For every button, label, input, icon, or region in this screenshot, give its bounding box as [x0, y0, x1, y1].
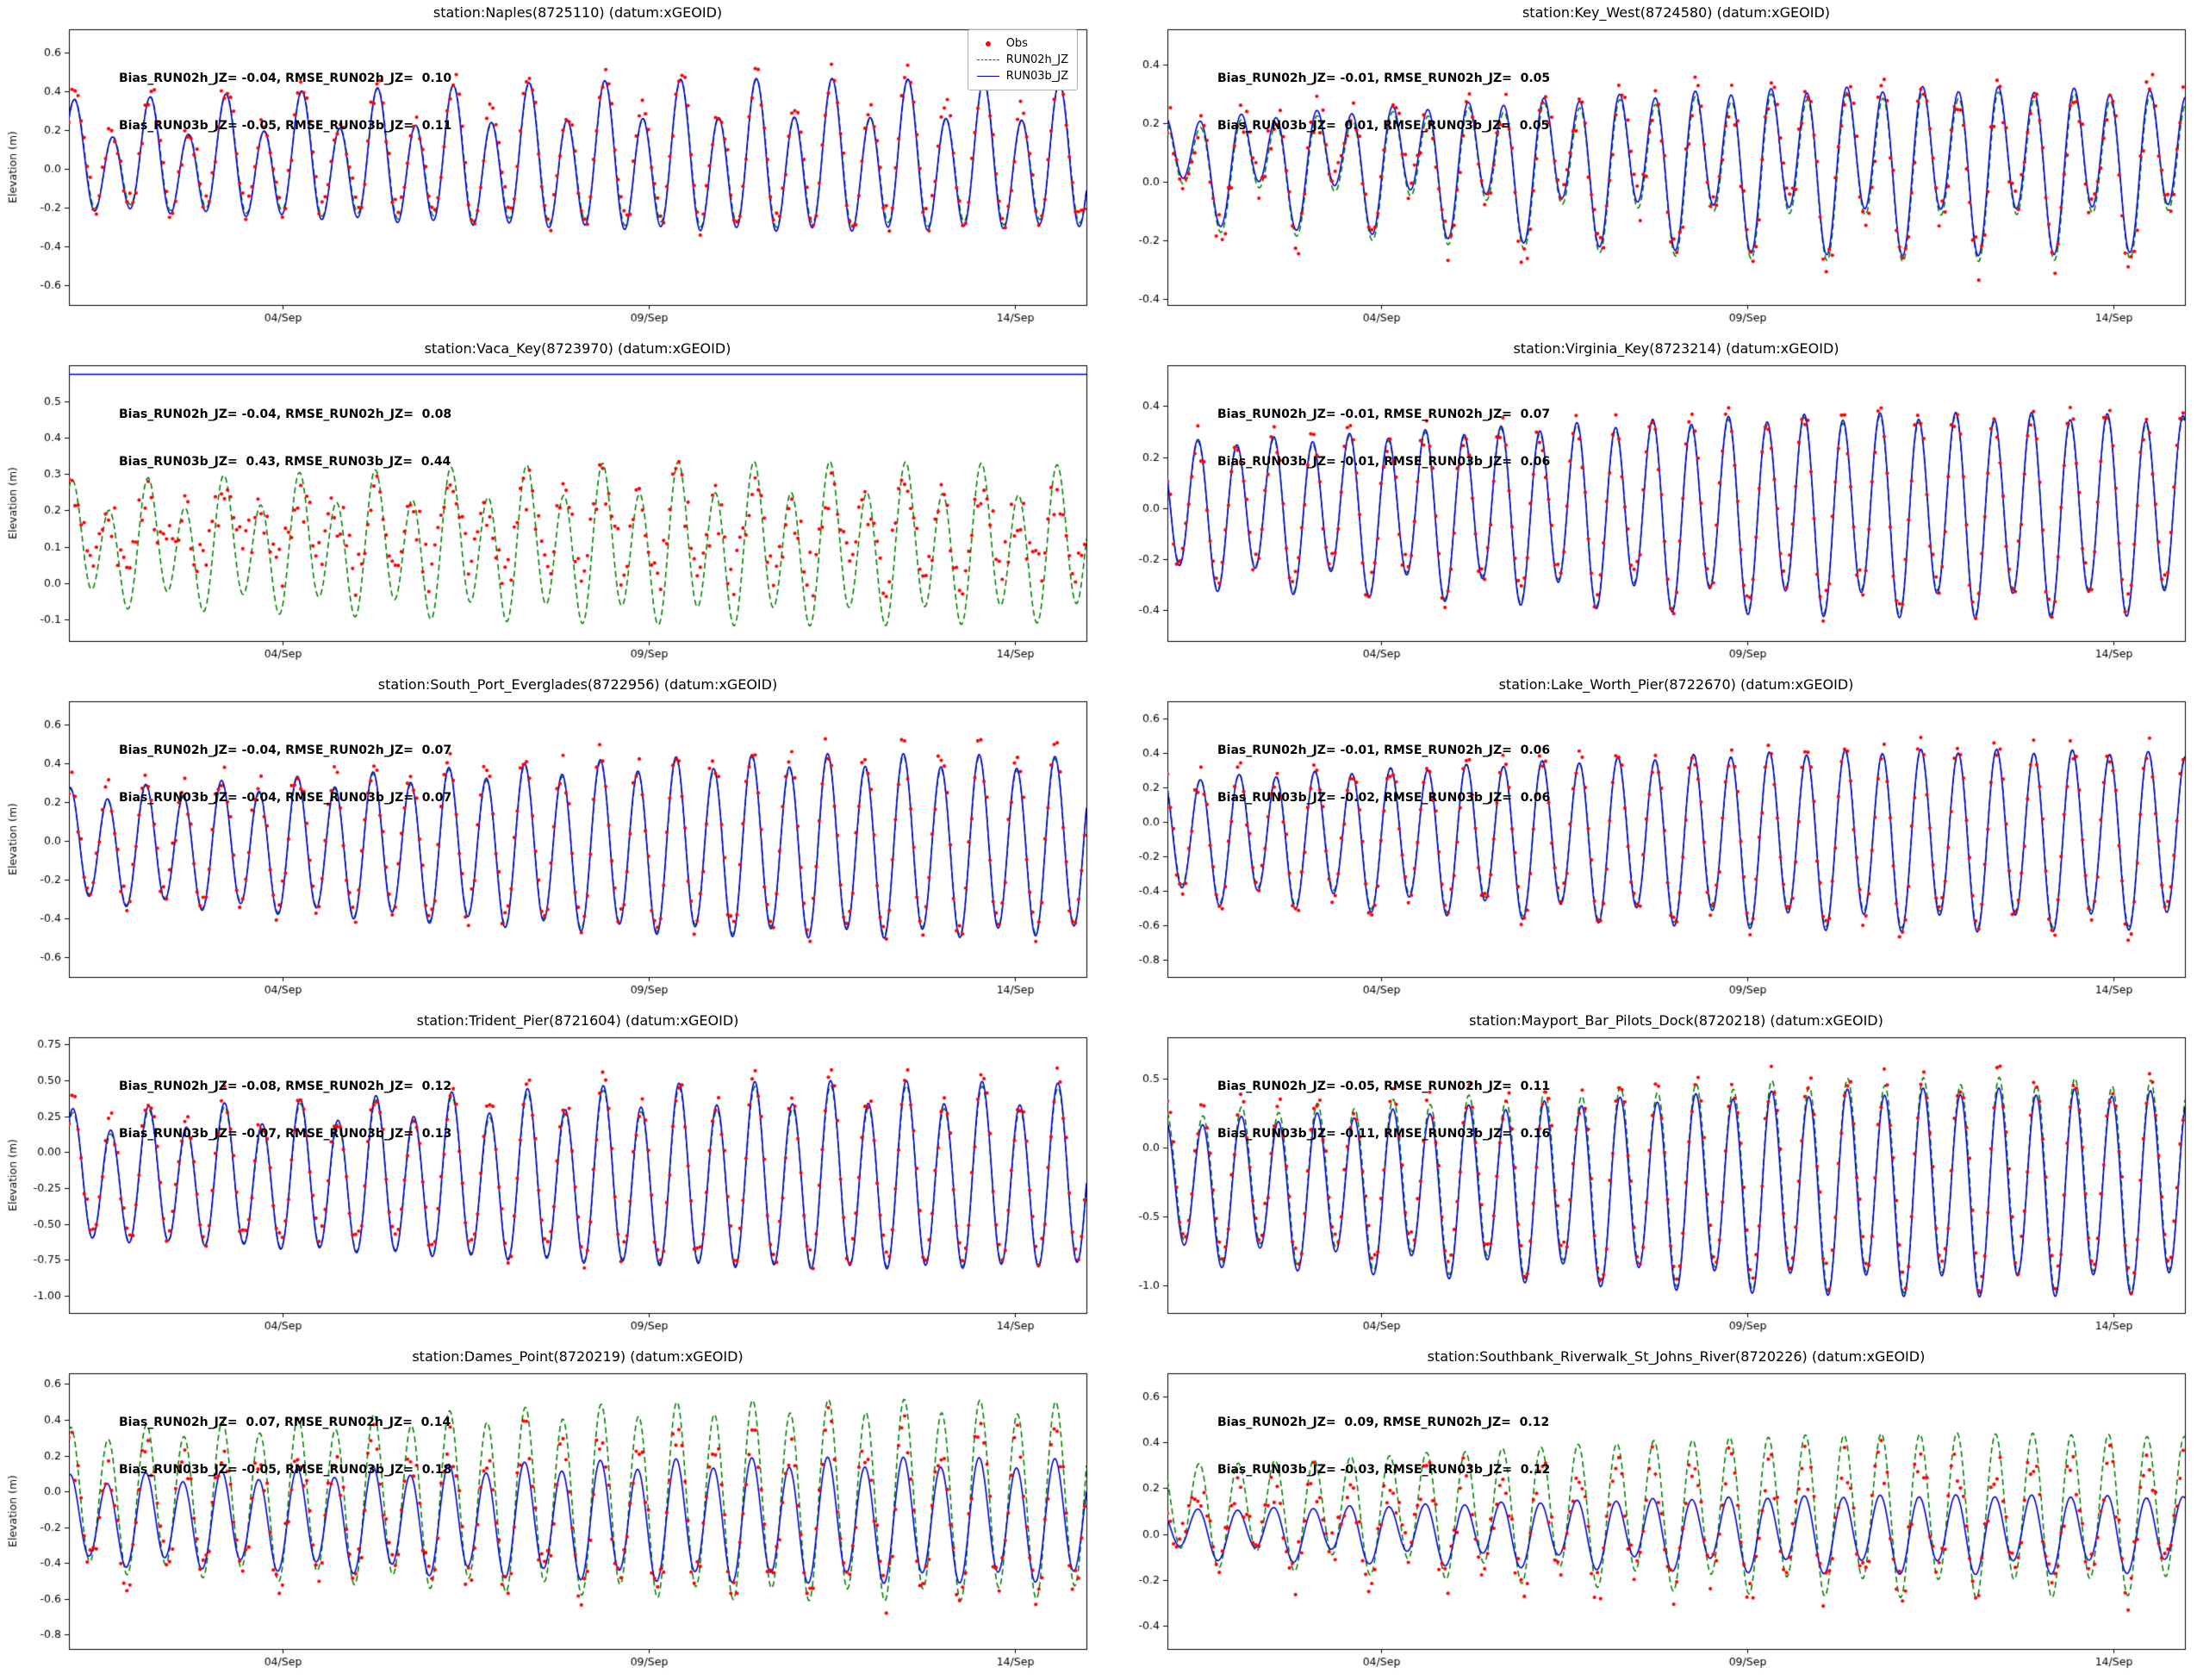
- annotation-line-1: Bias_RUN02h_JZ= -0.01, RMSE_RUN02h_JZ= 0…: [1217, 744, 1551, 758]
- bias-rmse-annotation: Bias_RUN02h_JZ= 0.09, RMSE_RUN02h_JZ= 0.…: [1217, 1384, 1550, 1509]
- bias-rmse-annotation: Bias_RUN02h_JZ= -0.04, RMSE_RUN02h_JZ= 0…: [119, 712, 451, 837]
- chart-panel-south-port-everglades: station:South_Port_Everglades(8722956) (…: [0, 672, 1098, 1008]
- solid-line-icon: [976, 76, 999, 77]
- plot-canvas: [0, 1032, 1098, 1344]
- chart-panel-lake-worth-pier: station:Lake_Worth_Pier(8722670) (datum:…: [1098, 672, 2197, 1008]
- annotation-line-1: Bias_RUN02h_JZ= -0.04, RMSE_RUN02h_JZ= 0…: [119, 408, 452, 422]
- annotation-line-1: Bias_RUN02h_JZ= -0.05, RMSE_RUN02h_JZ= 0…: [1217, 1080, 1551, 1094]
- legend-label: Obs: [1005, 37, 1028, 50]
- dashed-line-icon: [976, 59, 999, 60]
- bias-rmse-annotation: Bias_RUN02h_JZ= -0.01, RMSE_RUN02h_JZ= 0…: [1217, 40, 1550, 165]
- annotation-line-2: Bias_RUN03b_JZ= -0.01, RMSE_RUN03b_JZ= 0…: [1217, 454, 1551, 469]
- annotation-line-1: Bias_RUN02h_JZ= -0.01, RMSE_RUN02h_JZ= 0…: [1217, 408, 1551, 422]
- chart-title: station:Virginia_Key(8723214) (datum:xGE…: [1513, 340, 1839, 357]
- plot-canvas: [0, 696, 1098, 1008]
- bias-rmse-annotation: Bias_RUN02h_JZ= -0.01, RMSE_RUN02h_JZ= 0…: [1217, 376, 1550, 501]
- annotation-line-1: Bias_RUN02h_JZ= -0.04, RMSE_RUN02h_JZ= 0…: [119, 744, 452, 758]
- chart-title: station:Southbank_Riverwalk_St_Johns_Riv…: [1427, 1348, 1926, 1365]
- chart-title: station:Naples(8725110) (datum:xGEOID): [433, 4, 723, 21]
- bias-rmse-annotation: Bias_RUN02h_JZ= -0.04, RMSE_RUN02h_JZ= 0…: [119, 376, 451, 501]
- annotation-line-2: Bias_RUN03b_JZ= -0.02, RMSE_RUN03b_JZ= 0…: [1217, 790, 1551, 805]
- annotation-line-2: Bias_RUN03b_JZ= -0.05, RMSE_RUN03b_JZ= 0…: [119, 1462, 452, 1477]
- legend-item-run03b: RUN03b_JZ: [976, 68, 1068, 84]
- chart-panel-key-west: station:Key_West(8724580) (datum:xGEOID)…: [1098, 0, 2197, 336]
- chart-panel-mayport-bar-pilots-dock: station:Mayport_Bar_Pilots_Dock(8720218)…: [1098, 1008, 2197, 1344]
- chart-title: station:Lake_Worth_Pier(8722670) (datum:…: [1498, 676, 1854, 693]
- chart-panel-southbank-riverwalk: station:Southbank_Riverwalk_St_Johns_Riv…: [1098, 1344, 2197, 1680]
- legend-item-run02h: RUN02h_JZ: [976, 52, 1068, 68]
- plot-canvas: [1098, 1368, 2197, 1680]
- bias-rmse-annotation: Bias_RUN02h_JZ= 0.07, RMSE_RUN02h_JZ= 0.…: [119, 1384, 451, 1509]
- obs-marker-icon: [977, 40, 999, 47]
- annotation-line-1: Bias_RUN02h_JZ= -0.04, RMSE_RUN02h_JZ= 0…: [119, 72, 452, 86]
- plot-canvas: [1098, 1032, 2197, 1344]
- annotation-line-1: Bias_RUN02h_JZ= -0.08, RMSE_RUN02h_JZ= 0…: [119, 1080, 452, 1094]
- chart-title: station:South_Port_Everglades(8722956) (…: [377, 676, 778, 693]
- chart-panel-naples: station:Naples(8725110) (datum:xGEOID) B…: [0, 0, 1098, 336]
- legend: Obs RUN02h_JZ RUN03b_JZ: [967, 29, 1078, 90]
- chart-panel-dames-point: station:Dames_Point(8720219) (datum:xGEO…: [0, 1344, 1098, 1680]
- bias-rmse-annotation: Bias_RUN02h_JZ= -0.05, RMSE_RUN02h_JZ= 0…: [1217, 1048, 1550, 1173]
- plot-canvas: [0, 1368, 1098, 1680]
- annotation-line-2: Bias_RUN03b_JZ= -0.05, RMSE_RUN03b_JZ= 0…: [119, 118, 452, 133]
- bias-rmse-annotation: Bias_RUN02h_JZ= -0.04, RMSE_RUN02h_JZ= 0…: [119, 40, 451, 165]
- annotation-line-1: Bias_RUN02h_JZ= 0.09, RMSE_RUN02h_JZ= 0.…: [1217, 1416, 1550, 1430]
- plot-canvas: [1098, 24, 2197, 336]
- chart-panel-virginia-key: station:Virginia_Key(8723214) (datum:xGE…: [1098, 336, 2197, 672]
- legend-item-obs: Obs: [977, 35, 1068, 52]
- legend-label: RUN03b_JZ: [1005, 70, 1068, 83]
- chart-panel-vaca-key: station:Vaca_Key(8723970) (datum:xGEOID)…: [0, 336, 1098, 672]
- annotation-line-2: Bias_RUN03b_JZ= 0.43, RMSE_RUN03b_JZ= 0.…: [119, 454, 451, 469]
- annotation-line-2: Bias_RUN03b_JZ= -0.07, RMSE_RUN03b_JZ= 0…: [119, 1126, 452, 1141]
- annotation-line-2: Bias_RUN03b_JZ= -0.11, RMSE_RUN03b_JZ= 0…: [1217, 1126, 1551, 1141]
- chart-panel-trident-pier: station:Trident_Pier(8721604) (datum:xGE…: [0, 1008, 1098, 1344]
- chart-title: station:Key_West(8724580) (datum:xGEOID): [1522, 4, 1831, 21]
- chart-title: station:Dames_Point(8720219) (datum:xGEO…: [412, 1348, 744, 1365]
- annotation-line-2: Bias_RUN03b_JZ= -0.04, RMSE_RUN03b_JZ= 0…: [119, 790, 452, 805]
- plot-canvas: [1098, 360, 2197, 672]
- bias-rmse-annotation: Bias_RUN02h_JZ= -0.08, RMSE_RUN02h_JZ= 0…: [119, 1048, 451, 1173]
- legend-label: RUN02h_JZ: [1005, 53, 1068, 66]
- annotation-line-2: Bias_RUN03b_JZ= 0.01, RMSE_RUN03b_JZ= 0.…: [1217, 118, 1550, 133]
- annotation-line-1: Bias_RUN02h_JZ= 0.07, RMSE_RUN02h_JZ= 0.…: [119, 1416, 451, 1430]
- annotation-line-2: Bias_RUN03b_JZ= -0.03, RMSE_RUN03b_JZ= 0…: [1217, 1462, 1551, 1477]
- annotation-line-1: Bias_RUN02h_JZ= -0.01, RMSE_RUN02h_JZ= 0…: [1217, 72, 1551, 86]
- chart-title: station:Mayport_Bar_Pilots_Dock(8720218)…: [1469, 1012, 1883, 1029]
- plot-canvas: [1098, 696, 2197, 1008]
- chart-title: station:Vaca_Key(8723970) (datum:xGEOID): [424, 340, 731, 357]
- bias-rmse-annotation: Bias_RUN02h_JZ= -0.01, RMSE_RUN02h_JZ= 0…: [1217, 712, 1550, 837]
- plot-canvas: [0, 360, 1098, 672]
- plot-canvas: [0, 24, 1098, 336]
- chart-title: station:Trident_Pier(8721604) (datum:xGE…: [416, 1012, 739, 1029]
